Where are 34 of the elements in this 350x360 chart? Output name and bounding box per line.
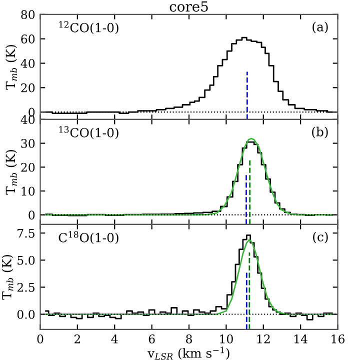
y-tick-label: 10	[22, 186, 35, 196]
y-tick-label: 20	[21, 162, 35, 172]
annotation: (a)	[312, 22, 328, 34]
y-tick-label: 40	[20, 58, 35, 68]
annotation: $^{13}$CO(1-0)	[59, 126, 118, 140]
y-tick-label: 30	[21, 138, 35, 148]
y-tick-label: 7.5	[18, 228, 34, 238]
y-axis-title: T$_{mb}$ (K)	[5, 150, 18, 195]
x-tick-label: 16	[332, 334, 345, 344]
x-tick-label: 0	[37, 334, 44, 344]
y-tick-label: 0	[28, 108, 35, 117]
x-tick-label: 12	[257, 334, 270, 344]
chart-title: core5	[170, 1, 208, 12]
annotation: C$^{18}$O(1-0)	[58, 231, 118, 244]
y-tick-label: 5.0	[18, 256, 35, 265]
x-tick-label: 14	[294, 334, 308, 344]
y-tick-label: 80	[21, 10, 35, 20]
x-axis-title: v$_{LSR}$ (km s$^{−1}$)	[148, 346, 230, 360]
x-tick-label: 2	[74, 334, 80, 344]
y-tick-label: 0.0	[17, 310, 35, 319]
y-tick-label: 20	[21, 83, 35, 92]
y-tick-label: 0	[28, 210, 35, 220]
y-axis-title: T$_{mb}$ (K)	[5, 45, 18, 90]
x-tick-label: 4	[111, 334, 118, 344]
y-tick-label: 40	[20, 115, 35, 124]
x-tick-label: 10	[220, 334, 233, 344]
y-tick-label: 2.5	[17, 282, 34, 292]
annotation: $^{12}$CO(1-0)	[59, 21, 118, 34]
y-axis-title: T$_{mb}$ (K)	[2, 255, 14, 300]
annotation: (b)	[312, 126, 328, 138]
x-tick-label: 6	[148, 334, 155, 344]
x-tick-label: 8	[186, 334, 192, 344]
annotation: (c)	[313, 232, 328, 244]
y-tick-label: 60	[21, 34, 35, 44]
